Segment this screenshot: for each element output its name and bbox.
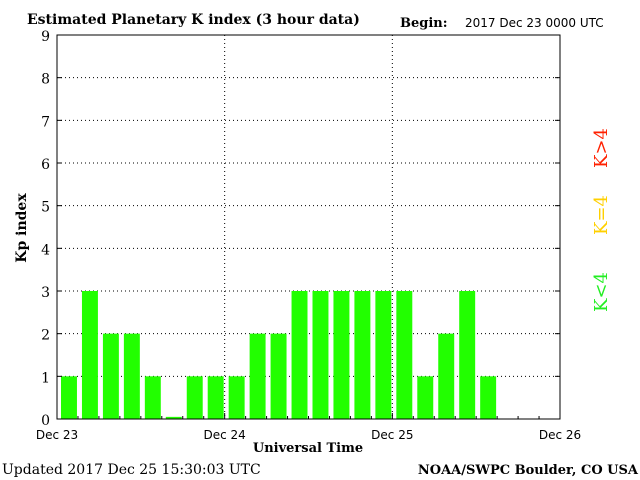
- kp-bar: [249, 333, 266, 419]
- kp-bar: [291, 291, 308, 419]
- source-credit: NOAA/SWPC Boulder, CO USA: [418, 463, 639, 478]
- y-tick-label: 0: [41, 413, 50, 429]
- kp-bar: [333, 291, 350, 419]
- legend-label: K>4: [591, 128, 612, 168]
- y-axis-title: Kp index: [14, 193, 30, 263]
- kp-bar: [144, 376, 161, 419]
- kp-bar: [102, 333, 119, 419]
- y-tick-label: 7: [41, 114, 50, 130]
- x-tick-label: Dec 23: [36, 428, 78, 442]
- legend-label: K<4: [591, 272, 612, 312]
- kp-bar: [417, 376, 434, 419]
- kp-bar: [396, 291, 413, 419]
- kp-bar: [375, 291, 392, 419]
- kp-bar: [354, 291, 371, 419]
- begin-value: 2017 Dec 23 0000 UTC: [465, 16, 604, 30]
- kp-bar: [81, 291, 98, 419]
- kp-bar: [186, 376, 203, 419]
- y-tick-label: 4: [41, 242, 50, 258]
- x-axis-title: Universal Time: [253, 441, 363, 456]
- y-tick-label: 6: [41, 157, 50, 173]
- chart-title: Estimated Planetary K index (3 hour data…: [27, 12, 360, 28]
- plot-area: 0 1 2 3 4 5 6 7 8 9 Dec 23 Dec 24 Dec 25 Dec 26: [36, 29, 581, 442]
- y-tick-label: 5: [41, 200, 50, 216]
- y-tick-label: 3: [41, 285, 50, 301]
- updated-timestamp: Updated 2017 Dec 25 15:30:03 UTC: [2, 462, 261, 478]
- kp-bar: [270, 333, 287, 419]
- kp-bar: [165, 416, 182, 419]
- y-tick-label: 1: [41, 370, 50, 386]
- kp-bar: [228, 376, 245, 419]
- x-tick-label: Dec 24: [204, 428, 246, 442]
- x-tick-label: Dec 25: [371, 428, 413, 442]
- y-tick-label: 9: [41, 29, 50, 45]
- kp-bar: [459, 291, 476, 419]
- kp-bar: [123, 333, 140, 419]
- kp-bar: [312, 291, 329, 419]
- kp-bar: [438, 333, 455, 419]
- x-tick-label: Dec 26: [539, 428, 581, 442]
- kp-bar: [480, 376, 497, 419]
- begin-label: Begin:: [400, 16, 448, 31]
- y-tick-label: 8: [41, 72, 50, 88]
- kp-bar: [61, 376, 77, 419]
- kp-bar: [207, 376, 224, 419]
- y-tick-label: 2: [41, 328, 50, 344]
- legend: K>4 K=4 K<4: [591, 128, 612, 312]
- legend-label: K=4: [591, 195, 612, 235]
